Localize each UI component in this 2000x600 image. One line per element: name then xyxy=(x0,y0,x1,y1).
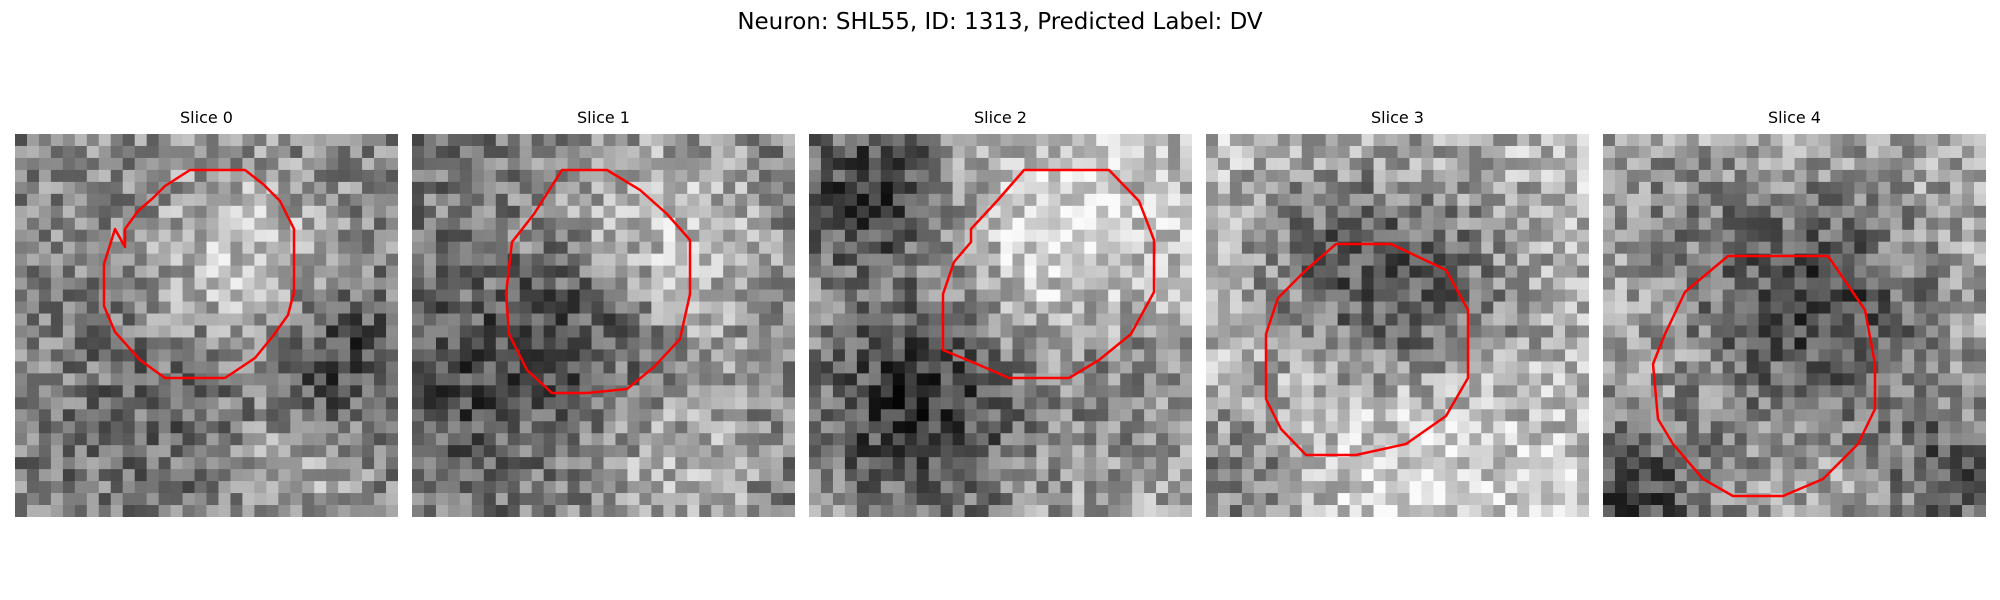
neuron-contour xyxy=(941,168,1156,380)
slice-image xyxy=(1603,134,1986,517)
grayscale-pixel-grid xyxy=(1206,134,1589,517)
neuron-contour xyxy=(504,168,692,395)
neuron-contour xyxy=(1651,254,1877,498)
grayscale-pixel-grid xyxy=(15,134,398,517)
neuron-contour xyxy=(1264,242,1470,457)
grayscale-pixel-grid xyxy=(1603,134,1986,517)
slice-image xyxy=(809,134,1192,517)
slice-image xyxy=(412,134,795,517)
slice-image xyxy=(1206,134,1589,517)
grayscale-pixel-grid xyxy=(412,134,795,517)
slice-image xyxy=(15,134,398,517)
grayscale-pixel-grid xyxy=(809,134,1192,517)
slice-title: Slice 3 xyxy=(1371,108,1424,127)
slice-title: Slice 1 xyxy=(577,108,630,127)
neuron-contour xyxy=(102,168,296,380)
figure-title: Neuron: SHL55, ID: 1313, Predicted Label… xyxy=(737,9,1263,35)
slice-title: Slice 4 xyxy=(1768,108,1821,127)
slice-title: Slice 2 xyxy=(974,108,1027,127)
slice-title: Slice 0 xyxy=(180,108,233,127)
